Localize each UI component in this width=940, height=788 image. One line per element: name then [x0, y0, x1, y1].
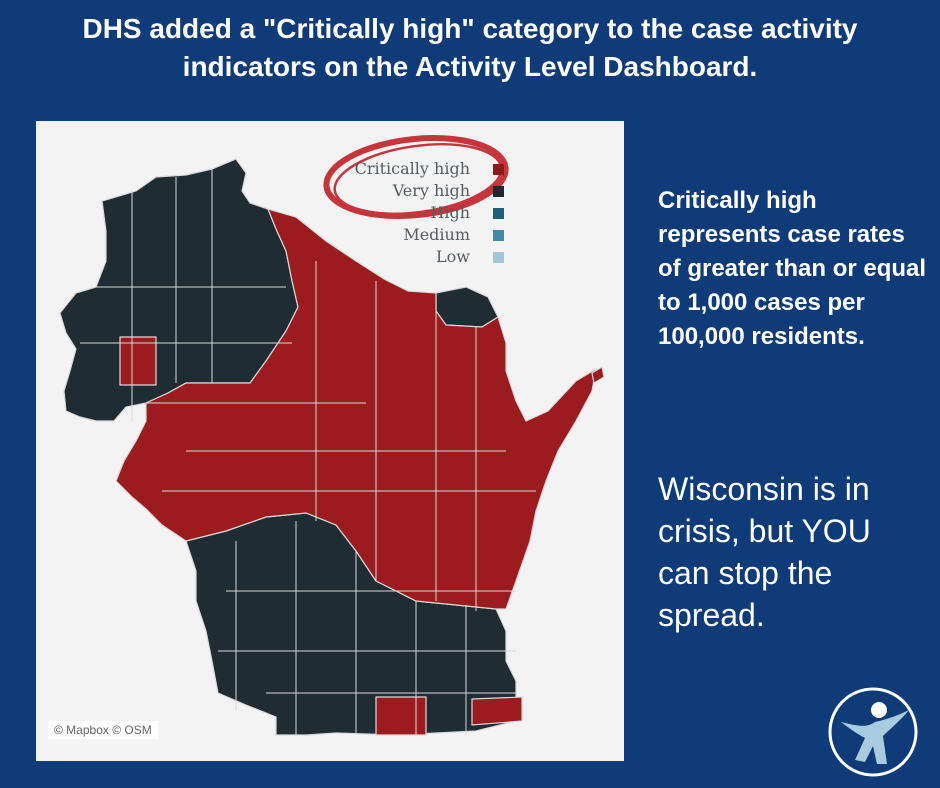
legend-label: Critically high — [354, 159, 470, 178]
activity-legend: Critically high Very high High Medium Lo… — [286, 159, 566, 269]
county-borders — [80, 169, 536, 735]
region-critically-high-door — [591, 366, 605, 384]
legend-label: Medium — [403, 225, 470, 244]
region-critically-high-southeast — [471, 696, 523, 726]
headline: DHS added a "Critically high" category t… — [0, 10, 940, 86]
region-very-high-northeast — [435, 286, 499, 328]
legend-label: Low — [436, 247, 470, 266]
legend-label: High — [430, 203, 470, 222]
critically-high-definition: Critically high represents case rates of… — [658, 187, 927, 350]
legend-swatch — [493, 164, 504, 175]
legend-row: Critically high — [286, 159, 566, 181]
legend-swatch — [493, 252, 504, 263]
person-figure-logo-icon — [827, 686, 919, 778]
wisconsin-county-map — [59, 135, 605, 736]
legend-swatch — [493, 208, 504, 219]
region-critically-high-west — [119, 336, 157, 386]
legend-swatch — [493, 186, 504, 197]
map-attribution[interactable]: © Mapbox © OSM — [48, 721, 158, 739]
crisis-message: Wisconsin is in crisis, but YOU can stop… — [658, 471, 871, 633]
legend-row: High — [286, 203, 566, 225]
legend-row: Medium — [286, 225, 566, 247]
county-activity-map: Critically high Very high High Medium Lo… — [36, 121, 624, 761]
region-critically-high-south-central — [375, 696, 427, 736]
legend-label: Very high — [392, 181, 470, 200]
headline-line-1: DHS added a "Critically high" category t… — [82, 13, 858, 44]
headline-line-2: indicators on the Activity Level Dashboa… — [182, 51, 758, 82]
highlight-circle — [323, 135, 509, 219]
legend-swatch — [493, 230, 504, 241]
legend-row: Low — [286, 247, 566, 269]
legend-row: Very high — [286, 181, 566, 203]
